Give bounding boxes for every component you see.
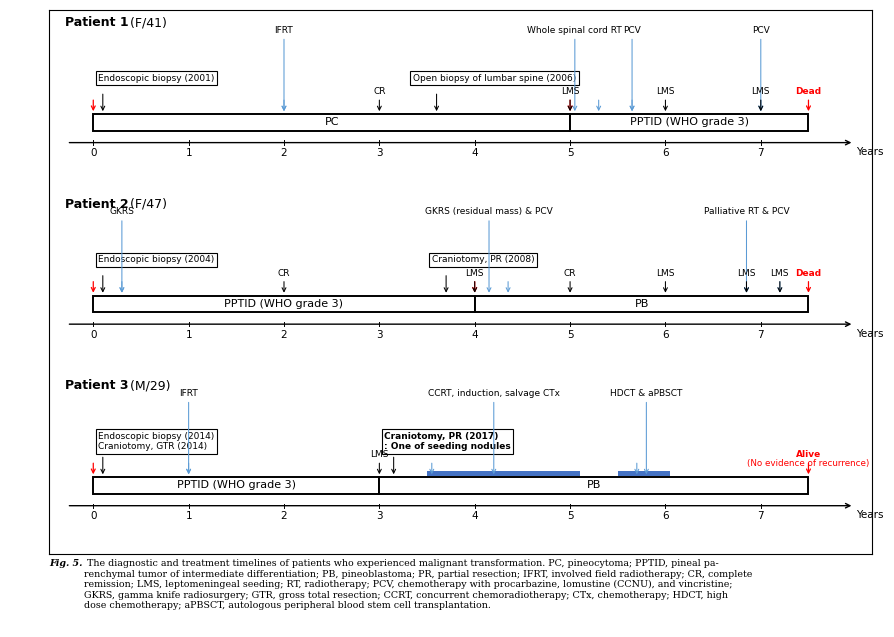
FancyBboxPatch shape <box>618 471 670 476</box>
Text: (No evidence of recurrence): (No evidence of recurrence) <box>747 459 870 468</box>
Text: PCV: PCV <box>752 25 770 35</box>
Text: 7: 7 <box>757 148 764 158</box>
Text: Craniotomy, PR (2008): Craniotomy, PR (2008) <box>432 255 535 264</box>
Text: 6: 6 <box>662 511 669 521</box>
Text: PB: PB <box>586 480 601 490</box>
Text: 0: 0 <box>90 329 97 340</box>
Text: Endoscopic biopsy (2014)
Craniotomy, GTR (2014): Endoscopic biopsy (2014) Craniotomy, GTR… <box>98 432 215 451</box>
Text: PB: PB <box>635 299 649 309</box>
Text: Endoscopic biopsy (2004): Endoscopic biopsy (2004) <box>98 255 215 264</box>
Text: LMS: LMS <box>466 269 484 278</box>
Text: 7: 7 <box>757 511 764 521</box>
Text: LMS: LMS <box>752 87 770 96</box>
Text: 2: 2 <box>281 511 287 521</box>
FancyBboxPatch shape <box>93 477 379 494</box>
FancyBboxPatch shape <box>427 471 579 476</box>
Text: PPTID (WHO grade 3): PPTID (WHO grade 3) <box>224 299 343 309</box>
Text: IFRT: IFRT <box>180 389 198 398</box>
Text: 1: 1 <box>185 329 192 340</box>
Text: Patient 2: Patient 2 <box>64 197 129 211</box>
Text: 5: 5 <box>567 511 573 521</box>
Text: The diagnostic and treatment timelines of patients who experienced malignant tra: The diagnostic and treatment timelines o… <box>84 559 752 610</box>
Text: 6: 6 <box>662 148 669 158</box>
Text: Whole spinal cord RT: Whole spinal cord RT <box>527 25 622 35</box>
Text: 0: 0 <box>90 148 97 158</box>
Text: CR: CR <box>278 269 291 278</box>
FancyBboxPatch shape <box>93 114 570 131</box>
Text: LMS: LMS <box>771 269 789 278</box>
Text: Alive: Alive <box>796 450 821 459</box>
Text: IFRT: IFRT <box>274 25 293 35</box>
Text: 1: 1 <box>185 148 192 158</box>
Text: CR: CR <box>373 87 385 96</box>
Text: LMS: LMS <box>561 87 579 96</box>
Text: Palliative RT & PCV: Palliative RT & PCV <box>704 207 789 217</box>
Text: Endoscopic biopsy (2001): Endoscopic biopsy (2001) <box>98 74 215 83</box>
Text: (M/29): (M/29) <box>126 379 171 392</box>
Text: GKRS (residual mass) & PCV: GKRS (residual mass) & PCV <box>426 207 552 217</box>
Text: LMS: LMS <box>656 87 675 96</box>
FancyBboxPatch shape <box>570 114 808 131</box>
Text: PPTID (WHO grade 3): PPTID (WHO grade 3) <box>177 480 296 490</box>
Text: 7: 7 <box>757 329 764 340</box>
Text: HDCT & aPBSCT: HDCT & aPBSCT <box>611 389 682 398</box>
Text: LMS: LMS <box>656 269 675 278</box>
Text: LMS: LMS <box>738 269 755 278</box>
Text: Years: Years <box>856 147 883 157</box>
Text: PC: PC <box>325 117 339 127</box>
Text: 5: 5 <box>567 329 573 340</box>
Text: 0: 0 <box>90 511 97 521</box>
Text: 3: 3 <box>376 511 383 521</box>
Text: CCRT, induction, salvage CTx: CCRT, induction, salvage CTx <box>428 389 560 398</box>
Text: Dead: Dead <box>796 87 822 96</box>
Text: 2: 2 <box>281 329 287 340</box>
Text: 4: 4 <box>471 511 478 521</box>
Text: 6: 6 <box>662 329 669 340</box>
Text: PPTID (WHO grade 3): PPTID (WHO grade 3) <box>629 117 749 127</box>
Text: 2: 2 <box>281 148 287 158</box>
Text: Years: Years <box>856 329 883 339</box>
Text: 1: 1 <box>185 511 192 521</box>
Text: Open biopsy of lumbar spine (2006): Open biopsy of lumbar spine (2006) <box>413 74 576 83</box>
Text: CR: CR <box>564 269 577 278</box>
FancyBboxPatch shape <box>93 296 475 312</box>
FancyBboxPatch shape <box>475 296 808 312</box>
Text: Craniotomy, PR (2017)
: One of seeding nodules: Craniotomy, PR (2017) : One of seeding n… <box>384 432 510 451</box>
Text: 4: 4 <box>471 148 478 158</box>
Text: GKRS: GKRS <box>109 207 134 217</box>
Text: (F/41): (F/41) <box>126 16 167 29</box>
FancyBboxPatch shape <box>379 477 808 494</box>
Text: Years: Years <box>856 510 883 520</box>
Text: Fig. 5.: Fig. 5. <box>49 559 82 568</box>
Text: 3: 3 <box>376 329 383 340</box>
Text: Patient 1: Patient 1 <box>64 16 129 29</box>
Text: PCV: PCV <box>623 25 641 35</box>
Text: (F/47): (F/47) <box>126 197 167 211</box>
Text: 4: 4 <box>471 329 478 340</box>
Text: Patient 3: Patient 3 <box>64 379 128 392</box>
Text: 3: 3 <box>376 148 383 158</box>
Text: 5: 5 <box>567 148 573 158</box>
Text: Dead: Dead <box>796 269 822 278</box>
Text: LMS: LMS <box>370 450 389 459</box>
